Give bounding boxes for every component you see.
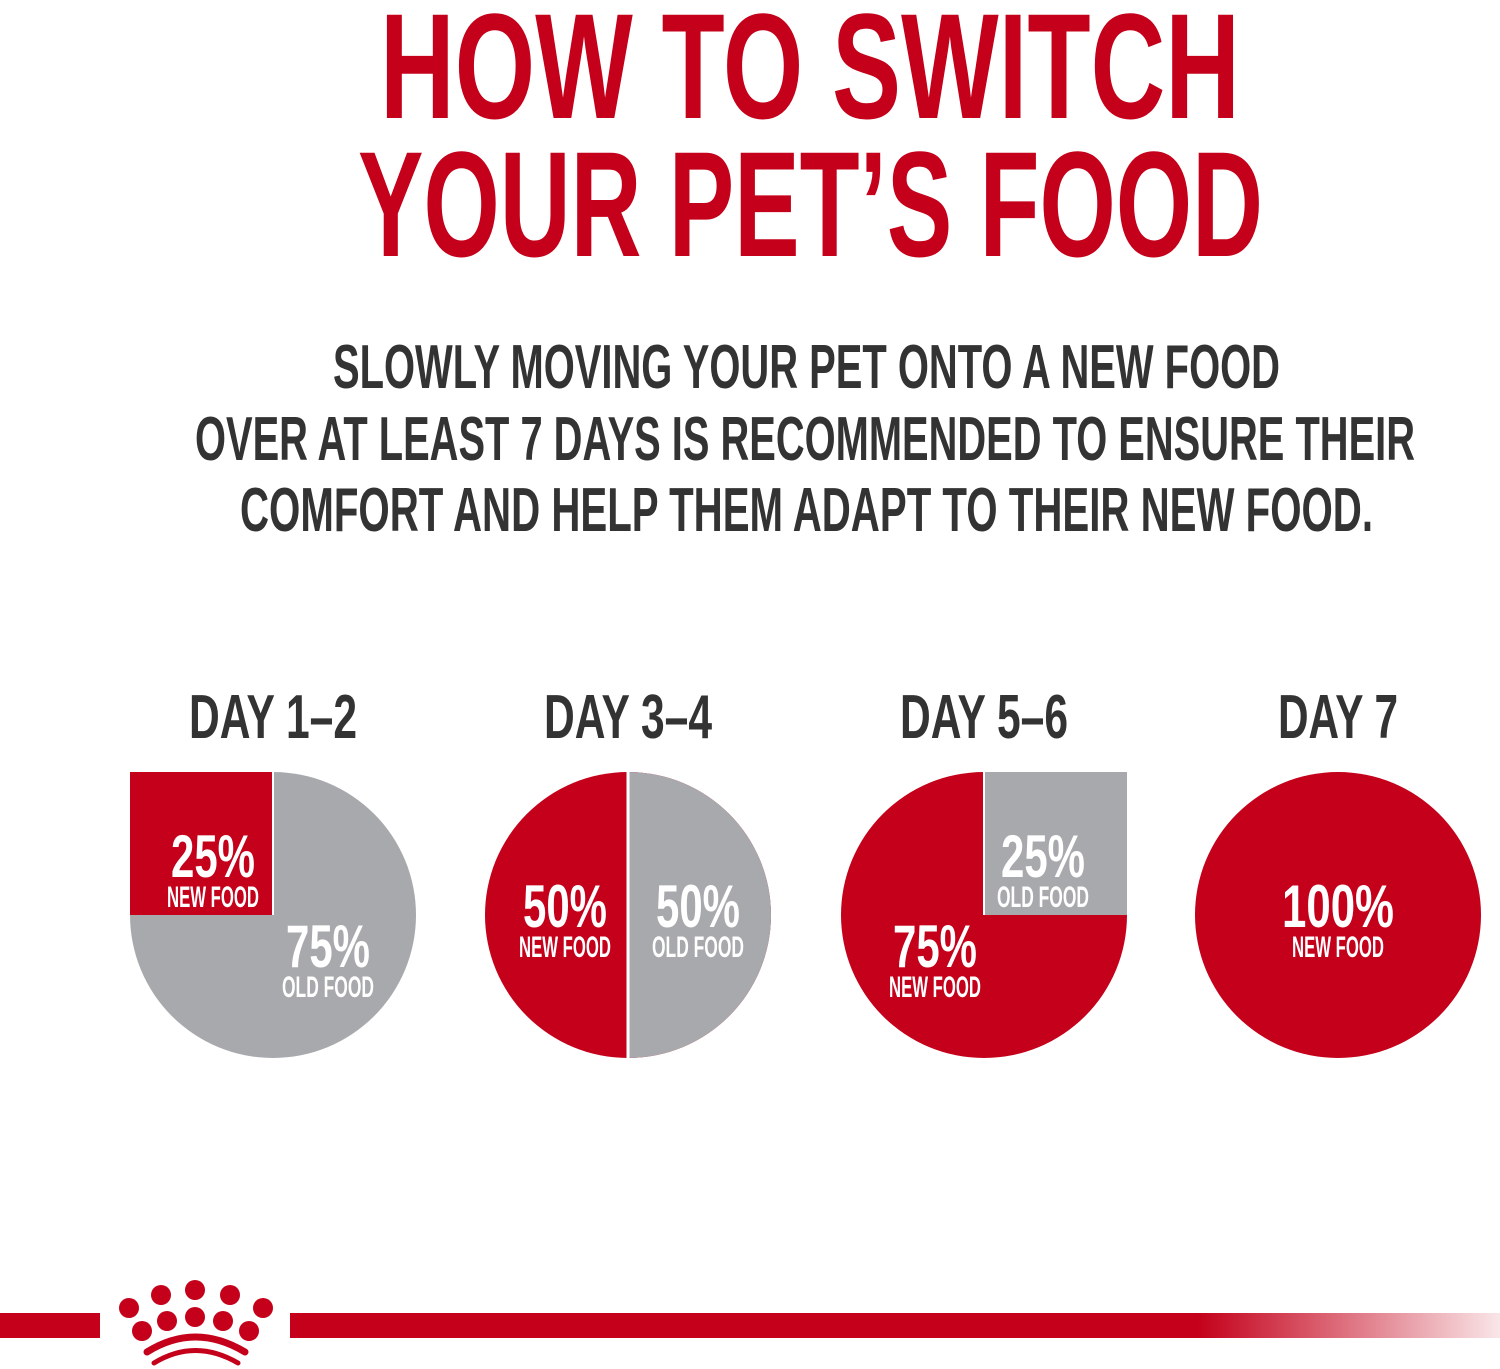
data-label-category: NEW FOOD <box>889 971 981 1004</box>
pie-title: DAY 1–2 <box>189 683 357 752</box>
data-label-category: OLD FOOD <box>997 881 1089 914</box>
pie-title: DAY 7 <box>1278 683 1398 752</box>
data-label-category: NEW FOOD <box>167 881 259 914</box>
crown-logo-icon <box>119 1280 273 1366</box>
pie-4: DAY 7 100%NEW FOOD <box>1195 683 1481 1058</box>
data-label-value: 75% <box>286 913 370 980</box>
footer-bar <box>0 1280 1500 1366</box>
page-title-line-2: YOUR PET’S FOOD <box>358 120 1263 288</box>
data-label-category: OLD FOOD <box>282 971 374 1004</box>
data-label-category: NEW FOOD <box>1292 931 1384 964</box>
slice-old-food <box>628 772 771 1058</box>
pie-title: DAY 5–6 <box>900 683 1068 752</box>
subtitle-line-1: SLOWLY MOVING YOUR PET ONTO A NEW FOOD <box>333 333 1280 402</box>
slice-new-food <box>130 772 273 915</box>
slice-new-food <box>1195 772 1481 1058</box>
data-label-value: 25% <box>1001 823 1085 890</box>
page-title-line-1: HOW TO SWITCH <box>380 0 1240 150</box>
subtitle-line-3: COMFORT AND HELP THEM ADAPT TO THEIR NEW… <box>240 476 1373 545</box>
pie-3: DAY 5–6 75%NEW FOOD 25%OLD FOOD <box>841 683 1127 1058</box>
data-label-value: 50% <box>656 873 740 940</box>
data-label-value: 50% <box>523 873 607 940</box>
data-label-value: 100% <box>1282 873 1394 940</box>
slice-old-food <box>984 772 1127 915</box>
pie-title: DAY 3–4 <box>544 683 712 752</box>
data-label-value: 25% <box>171 823 255 890</box>
pie-1: DAY 1–2 25%NEW FOOD 75%OLD FOOD <box>130 683 416 1058</box>
footer-bar-left <box>0 1313 100 1338</box>
data-label-category: NEW FOOD <box>519 931 611 964</box>
data-label-category: OLD FOOD <box>652 931 744 964</box>
subtitle-line-2: OVER AT LEAST 7 DAYS IS RECOMMENDED TO E… <box>195 405 1415 474</box>
footer-bar-right <box>290 1313 1500 1338</box>
data-label-value: 75% <box>893 913 977 980</box>
